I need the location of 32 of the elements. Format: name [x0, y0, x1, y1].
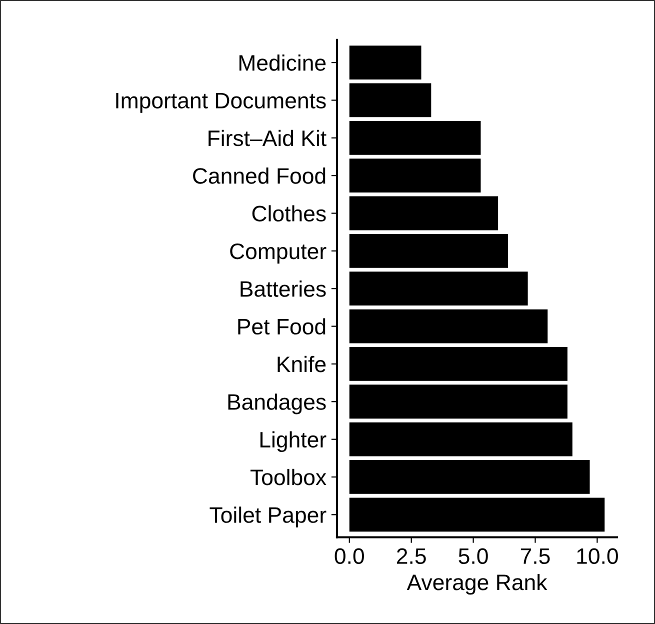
y-tick-label: Medicine: [239, 54, 326, 71]
y-tick-label: Clothes: [252, 205, 326, 222]
y-tick-label: Lighter: [260, 431, 326, 452]
x-axis-title: Average Rank: [406, 574, 548, 595]
bar: [349, 272, 528, 306]
x-tick-label: 2.5: [397, 548, 426, 564]
bar: [349, 498, 605, 532]
y-tick-label: Pet Food: [238, 318, 326, 335]
y-tick-label: Canned Food: [193, 168, 326, 184]
bar: [349, 120, 481, 155]
y-tick-label: Bandages: [228, 394, 326, 414]
bar: [349, 422, 572, 456]
bar: [349, 309, 548, 344]
bar: [349, 234, 508, 268]
bar: [349, 83, 432, 118]
x-tick-label: 0.0: [334, 548, 364, 564]
y-tick-label: Toolbox: [250, 468, 326, 486]
y-tick-label: Toilet Paper: [210, 506, 326, 528]
x-tick-label: 10.0: [577, 548, 618, 564]
bar: [349, 460, 590, 494]
bar: [349, 196, 498, 230]
y-tick-label: Important Documents: [116, 92, 326, 113]
bar: [349, 347, 568, 381]
y-tick-label: First–Aid Kit: [208, 130, 326, 146]
x-tick-label: 7.5: [520, 548, 550, 564]
bar: [349, 384, 568, 419]
y-tick-label: Knife: [278, 356, 326, 372]
y-tick-label: Computer: [230, 243, 326, 264]
x-tick-label: 5.0: [458, 548, 488, 564]
bar: [349, 158, 481, 193]
y-tick-label: Batteries: [240, 280, 326, 297]
bar: [349, 46, 422, 80]
